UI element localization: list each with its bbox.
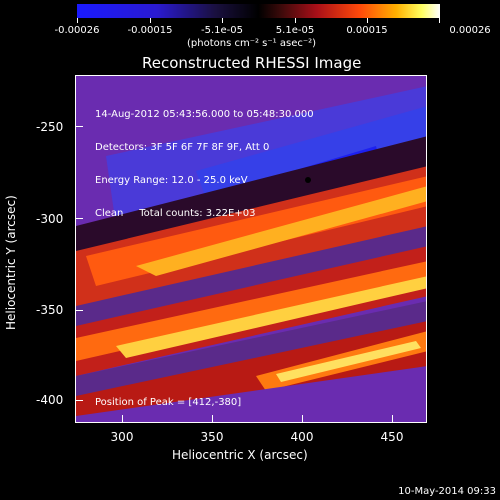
x-tick xyxy=(212,415,213,423)
info-block: 14-Aug-2012 05:43:56.000 to 05:48:30.000… xyxy=(95,87,314,230)
x-tick-label: 450 xyxy=(380,430,404,444)
peak-position: Position of Peak = [412,-380] xyxy=(95,397,242,408)
image-title: Reconstructed RHESSI Image xyxy=(142,54,362,72)
x-tick xyxy=(302,415,303,423)
colorbar-tick xyxy=(77,18,78,23)
x-axis-title: Heliocentric X (arcsec) xyxy=(172,448,308,462)
colorbar-tick-label: 0.00026 xyxy=(449,25,491,36)
y-tick-label: -250 xyxy=(36,120,64,134)
x-tick-label: 350 xyxy=(200,430,224,444)
timestamp: 10-May-2014 09:33 xyxy=(398,486,496,497)
colorbar-tick xyxy=(150,18,151,23)
info-time: 14-Aug-2012 05:43:56.000 to 05:48:30.000 xyxy=(95,109,314,120)
rhessi-image xyxy=(75,75,427,423)
colorbar-tick-label: 5.1e-05 xyxy=(275,25,315,36)
info-energy: Energy Range: 12.0 - 25.0 keV xyxy=(95,175,248,186)
colorbar-tick xyxy=(439,18,440,23)
colorbar-unit: (photons cm⁻² s⁻¹ asec⁻²) xyxy=(187,38,317,49)
x-tick xyxy=(122,415,123,423)
colorbar-tick xyxy=(367,18,368,23)
colorbar-tick xyxy=(222,18,223,23)
y-tick-label: -400 xyxy=(36,393,64,407)
colorbar-tick-label: -0.00015 xyxy=(127,25,173,36)
info-clean: Clean Total counts: 3.22E+03 xyxy=(95,208,256,219)
colorbar xyxy=(77,4,440,18)
colorbar-tick-label: -0.00026 xyxy=(54,25,100,36)
colorbar-tick-label: -5.1e-05 xyxy=(201,25,243,36)
x-tick xyxy=(392,415,393,423)
info-detectors: Detectors: 3F 5F 6F 7F 8F 9F, Att 0 xyxy=(95,142,270,153)
x-tick-label: 300 xyxy=(110,430,134,444)
y-tick-label: -300 xyxy=(36,212,64,226)
rhessi-image-render xyxy=(76,76,426,422)
colorbar-tick-label: 0.00015 xyxy=(346,25,388,36)
y-tick xyxy=(75,126,83,127)
y-axis-title: Heliocentric Y (arcsec) xyxy=(4,195,18,330)
x-tick-label: 400 xyxy=(290,430,314,444)
colorbar-tick xyxy=(295,18,296,23)
y-tick xyxy=(75,400,83,401)
y-tick-label: -350 xyxy=(36,303,64,317)
y-tick xyxy=(75,310,83,311)
y-tick xyxy=(75,218,83,219)
